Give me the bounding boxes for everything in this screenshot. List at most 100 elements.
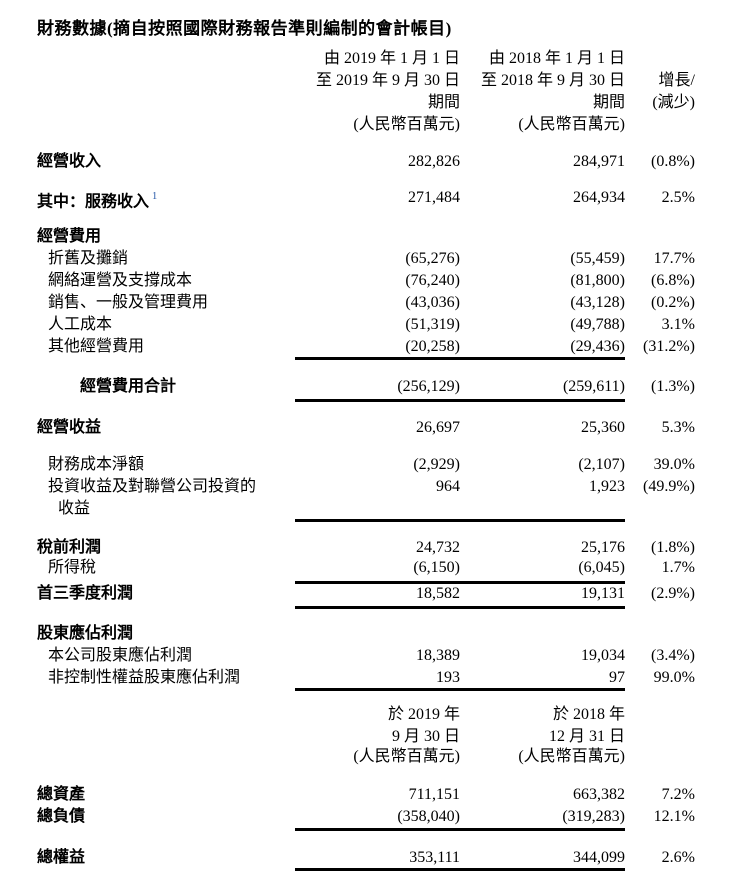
- value-2018: 97: [609, 669, 625, 686]
- value-change: 2.6%: [661, 849, 695, 866]
- col-2018-header: 期間: [592, 94, 625, 111]
- row-label: 總資產: [37, 786, 86, 803]
- value-change: 1.7%: [661, 559, 695, 576]
- section-rule: [295, 519, 625, 522]
- row-total-liabilities: 總負債 (358,040) (319,283) 12.1%: [0, 806, 746, 828]
- col-2018-header: 由 2018 年 1 月 1 日: [488, 50, 625, 67]
- row-label: 經營收入: [37, 153, 102, 170]
- row-income-tax: 所得稅 (6,150) (6,045) 1.7%: [0, 557, 746, 579]
- value-2018: 344,099: [573, 849, 625, 866]
- row-sga-expenses: 銷售、一般及管理費用 (43,036) (43,128) (0.2%): [0, 292, 746, 314]
- row-investment-income: 投資收益及對聯營公司投資的 964 1,923 (49.9%): [0, 476, 746, 498]
- value-change: (1.3%): [651, 378, 695, 395]
- value-change: (3.4%): [651, 647, 695, 664]
- row-label: 總負債: [37, 808, 86, 825]
- value-change: 12.1%: [653, 808, 695, 825]
- row-net-finance-costs: 財務成本淨額 (2,929) (2,107) 39.0%: [0, 454, 746, 476]
- row-label: 銷售、一般及管理費用: [48, 294, 209, 311]
- row-label: 總權益: [37, 849, 86, 866]
- value-2019: (76,240): [405, 272, 460, 289]
- value-2019: (6,150): [413, 559, 460, 576]
- value-change: 5.3%: [661, 419, 695, 436]
- value-2018: 25,360: [581, 419, 625, 436]
- value-2019: (43,036): [405, 294, 460, 311]
- value-2018: 19,131: [581, 585, 625, 602]
- row-noncontrolling-interests-profit: 非控制性權益股東應佔利潤 193 97 99.0%: [0, 667, 746, 689]
- value-2019: 24,732: [416, 539, 460, 556]
- col-2018-unit: (人民幣百萬元): [518, 116, 625, 133]
- row-label: 折舊及攤銷: [48, 250, 129, 267]
- row-network-operation-support: 網絡運營及支撐成本 (76,240) (81,800) (6.8%): [0, 270, 746, 292]
- value-change: 17.7%: [653, 250, 695, 267]
- value-2019: 711,151: [408, 786, 460, 803]
- value-2018: 25,176: [581, 539, 625, 556]
- col-2018-header: 至 2018 年 9 月 30 日: [480, 72, 625, 89]
- col-2018-unit: (人民幣百萬元): [518, 748, 625, 765]
- value-2019: 18,389: [416, 647, 460, 664]
- period-header-line-1: 由 2019 年 1 月 1 日 由 2018 年 1 月 1 日: [0, 48, 746, 70]
- row-label: 本公司股東應佔利潤: [48, 647, 193, 664]
- row-label: 財務成本淨額: [48, 456, 145, 473]
- section-rule: [295, 357, 625, 360]
- value-2019: 18,582: [416, 585, 460, 602]
- value-2018: (43,128): [570, 294, 625, 311]
- value-change: (2.9%): [651, 585, 695, 602]
- row-operating-expenses-header: 經營費用: [0, 226, 746, 248]
- row-label: 稅前利潤: [37, 539, 102, 556]
- row-label: 收益: [58, 500, 91, 517]
- value-2018: 1,923: [589, 478, 625, 495]
- value-2018: (259,611): [562, 378, 625, 395]
- value-2019: 193: [436, 669, 460, 686]
- value-2018: (319,283): [562, 808, 625, 825]
- section-rule: [295, 606, 625, 609]
- row-label: 投資收益及對聯營公司投資的: [48, 478, 257, 495]
- value-change: (0.2%): [651, 294, 695, 311]
- section-rule: [295, 399, 625, 402]
- value-2018: 284,971: [573, 153, 625, 170]
- row-personnel-cost: 人工成本 (51,319) (49,788) 3.1%: [0, 314, 746, 336]
- value-change: 3.1%: [661, 316, 695, 333]
- row-label: 股東應佔利潤: [37, 625, 134, 642]
- row-label: 經營費用合計: [80, 378, 177, 395]
- value-change: (6.8%): [651, 272, 695, 289]
- value-change: (31.2%): [643, 338, 695, 355]
- col-2019-date-header: 9 月 30 日: [391, 728, 460, 745]
- row-service-revenue: 其中：服務收入 1 271,484 264,934 2.5%: [0, 187, 746, 211]
- col-2019-date-header: 於 2019 年: [387, 706, 460, 723]
- row-other-operating-expenses: 其他經營費用 (20,258) (29,436) (31.2%): [0, 336, 746, 358]
- value-change: (0.8%): [651, 153, 695, 170]
- value-2019: 26,697: [416, 419, 460, 436]
- value-2018: (29,436): [570, 338, 625, 355]
- value-2018: (6,045): [578, 559, 625, 576]
- value-2018: (2,107): [578, 456, 625, 473]
- value-change: (49.9%): [643, 478, 695, 495]
- row-investment-income-continued: 收益: [0, 498, 746, 520]
- row-label-text: 其中：服務收入: [37, 193, 150, 211]
- value-2018: (81,800): [570, 272, 625, 289]
- value-2018: (55,459): [570, 250, 625, 267]
- row-operating-profit: 經營收益 26,697 25,360 5.3%: [0, 417, 746, 439]
- col-2019-header: 由 2019 年 1 月 1 日: [323, 50, 460, 67]
- row-label: 經營費用: [37, 228, 102, 245]
- footnote-reference: 1: [152, 191, 158, 202]
- row-label: 經營收益: [37, 419, 102, 436]
- row-total-operating-expenses: 經營費用合計 (256,129) (259,611) (1.3%): [0, 376, 746, 398]
- value-change: 2.5%: [661, 189, 695, 206]
- value-2019: (358,040): [397, 808, 460, 825]
- col-2019-header: 至 2019 年 9 月 30 日: [315, 72, 460, 89]
- row-operating-revenue: 經營收入 282,826 284,971 (0.8%): [0, 151, 746, 173]
- value-2018: (49,788): [570, 316, 625, 333]
- balance-header-line-3: (人民幣百萬元) (人民幣百萬元): [0, 746, 746, 768]
- row-label: 其他經營費用: [48, 338, 145, 355]
- value-2019: 964: [436, 478, 460, 495]
- document-title: 財務數據(摘自按照國際財務報告準則編制的會計帳目): [37, 19, 452, 38]
- row-label: 非控制性權益股東應佔利潤: [48, 669, 241, 686]
- period-header-line-3: 期間 期間 (減少): [0, 92, 746, 114]
- col-2019-header: 期間: [427, 94, 460, 111]
- value-2019: (2,929): [413, 456, 460, 473]
- period-header-line-2: 至 2019 年 9 月 30 日 至 2018 年 9 月 30 日 增長/: [0, 70, 746, 92]
- value-2019: (65,276): [405, 250, 460, 267]
- value-change: 99.0%: [653, 669, 695, 686]
- value-2018: 264,934: [573, 189, 625, 206]
